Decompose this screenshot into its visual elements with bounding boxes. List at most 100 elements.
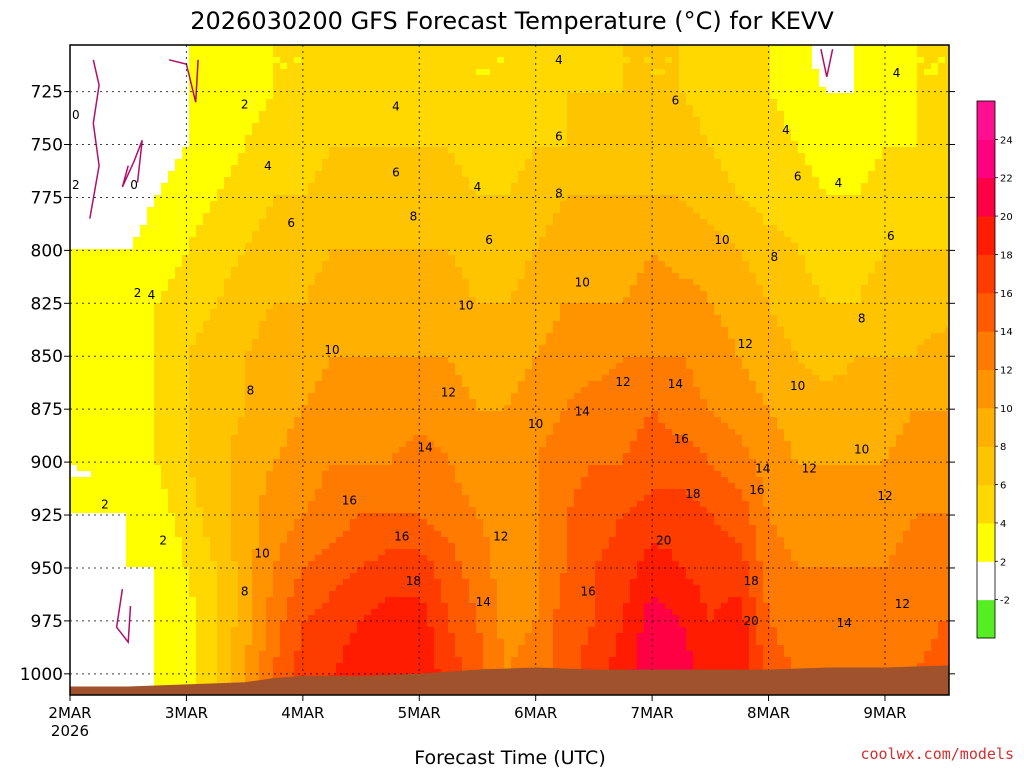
contour-label-19: 6 bbox=[887, 229, 895, 243]
x-tick-label-9MAR: 9MAR bbox=[863, 704, 906, 722]
contour-label-57: 2 bbox=[101, 498, 109, 512]
contour-label-45: 14 bbox=[476, 595, 491, 609]
x-year-label: 2026 bbox=[51, 722, 89, 740]
contour-label-26: 10 bbox=[324, 343, 339, 357]
contour-label-46: 14 bbox=[837, 616, 852, 630]
contour-label-8: 4 bbox=[474, 180, 482, 194]
y-tick-label-875: 875 bbox=[31, 400, 63, 420]
colorbar-label-8: 16 bbox=[1000, 289, 1013, 300]
contour-label-39: 12 bbox=[493, 529, 508, 543]
contour-label-5: 4 bbox=[148, 288, 156, 302]
contour-label-10: 4 bbox=[782, 123, 790, 137]
colorbar-swatch-0 bbox=[977, 599, 995, 639]
contour-label-2: 2 bbox=[72, 178, 80, 192]
ground-layer bbox=[70, 665, 949, 695]
contour-label-3: 2 bbox=[241, 98, 249, 112]
contour-label-36: 12 bbox=[738, 337, 753, 351]
grid-lines bbox=[70, 45, 949, 695]
freezing-contour-2 bbox=[168, 59, 199, 103]
contour-label-20: 8 bbox=[247, 383, 255, 397]
contour-label-21: 8 bbox=[410, 210, 418, 224]
contour-label-33: 10 bbox=[254, 546, 269, 560]
colorbar-label-10: 20 bbox=[1000, 212, 1013, 223]
x-tick-label-2MAR: 2MAR bbox=[48, 704, 91, 722]
contour-label-58: 2 bbox=[159, 534, 167, 548]
colorbar-swatch-11 bbox=[977, 177, 995, 217]
contour-label-52: 18 bbox=[406, 574, 421, 588]
y-tick-label-800: 800 bbox=[31, 241, 63, 261]
chart-title: 2026030200 GFS Forecast Temperature (°C)… bbox=[190, 7, 834, 35]
y-tick-label-1000: 1000 bbox=[20, 665, 63, 685]
contour-label-25: 8 bbox=[241, 584, 249, 598]
contour-label-37: 12 bbox=[802, 462, 817, 476]
y-tick-label-925: 925 bbox=[31, 506, 63, 526]
contour-label-4: 2 bbox=[134, 286, 142, 300]
colorbar-swatch-5 bbox=[977, 407, 995, 447]
colorbar-swatch-7 bbox=[977, 331, 995, 370]
contour-label-13: 6 bbox=[287, 216, 295, 230]
colorbar-swatch-2 bbox=[977, 522, 995, 562]
contour-label-12: 4 bbox=[893, 66, 901, 80]
contour-label-56: 20 bbox=[743, 614, 758, 628]
contour-label-48: 16 bbox=[394, 529, 409, 543]
colorbar-label-11: 22 bbox=[1000, 174, 1013, 185]
contour-label-16: 6 bbox=[555, 129, 563, 143]
contour-label-14: 6 bbox=[392, 165, 400, 179]
colorbar-label-3: 6 bbox=[1000, 481, 1006, 492]
y-tick-label-975: 975 bbox=[31, 612, 63, 632]
contour-label-7: 4 bbox=[392, 100, 400, 114]
contour-label-53: 18 bbox=[685, 487, 700, 501]
colorbar-label-1: 2 bbox=[1000, 557, 1006, 568]
contour-label-44: 14 bbox=[755, 462, 770, 476]
contour-label-50: 16 bbox=[674, 432, 689, 446]
contour-label-11: 4 bbox=[835, 176, 843, 190]
contour-label-35: 12 bbox=[615, 375, 630, 389]
contour-label-47: 16 bbox=[342, 493, 357, 507]
x-axis: 2MAR 3MAR 4MAR 5MAR 6MAR 7MAR 8MAR 9MAR 2026 bbox=[48, 695, 907, 740]
contour-label-40: 12 bbox=[895, 597, 910, 611]
colorbar-swatch-12 bbox=[977, 139, 995, 179]
contour-label-1: 0 bbox=[130, 178, 138, 192]
colorbar-label-5: 10 bbox=[1000, 404, 1013, 415]
x-tick-label-4MAR: 4MAR bbox=[281, 704, 324, 722]
colorbar-swatch-4 bbox=[977, 446, 995, 486]
freezing-contour-1 bbox=[121, 140, 143, 188]
contour-label-41: 14 bbox=[417, 441, 432, 455]
contour-label-0: 0 bbox=[72, 108, 80, 122]
contour-label-55: 20 bbox=[656, 534, 671, 548]
colorbar-label-4: 8 bbox=[1000, 442, 1006, 453]
contour-label-18: 6 bbox=[794, 170, 802, 184]
colorbar-swatch-9 bbox=[977, 254, 995, 294]
contour-label-38: 12 bbox=[877, 489, 892, 503]
y-tick-label-725: 725 bbox=[31, 83, 63, 103]
contour-label-17: 6 bbox=[672, 93, 680, 107]
temperature-field bbox=[70, 45, 949, 695]
y-tick-label-825: 825 bbox=[31, 294, 63, 314]
contour-label-43: 14 bbox=[668, 377, 683, 391]
x-tick-label-6MAR: 6MAR bbox=[514, 704, 557, 722]
contour-label-31: 10 bbox=[790, 379, 805, 393]
contour-label-29: 10 bbox=[714, 233, 729, 247]
colorbar-label-7: 14 bbox=[1000, 327, 1013, 338]
colorbar-swatch-8 bbox=[977, 292, 995, 332]
colorbar-label-0: -2 bbox=[1000, 596, 1010, 607]
freezing-contour-0 bbox=[89, 59, 100, 219]
plot-frame bbox=[69, 44, 950, 696]
contour-label-27: 10 bbox=[458, 299, 473, 313]
contour-label-23: 8 bbox=[771, 250, 779, 264]
contour-label-49: 16 bbox=[580, 584, 595, 598]
credit-text: coolwx.com/models bbox=[860, 745, 1014, 763]
contour-label-51: 16 bbox=[749, 483, 764, 497]
ground-surface bbox=[70, 665, 949, 695]
y-tick-label-900: 900 bbox=[31, 453, 63, 473]
contour-label-28: 10 bbox=[575, 275, 590, 289]
contour-label-22: 8 bbox=[555, 186, 563, 200]
colorbar-label-2: 4 bbox=[1000, 519, 1006, 530]
contour-label-34: 12 bbox=[441, 385, 456, 399]
contour-label-15: 6 bbox=[485, 233, 493, 247]
contour-label-32: 10 bbox=[854, 443, 869, 457]
